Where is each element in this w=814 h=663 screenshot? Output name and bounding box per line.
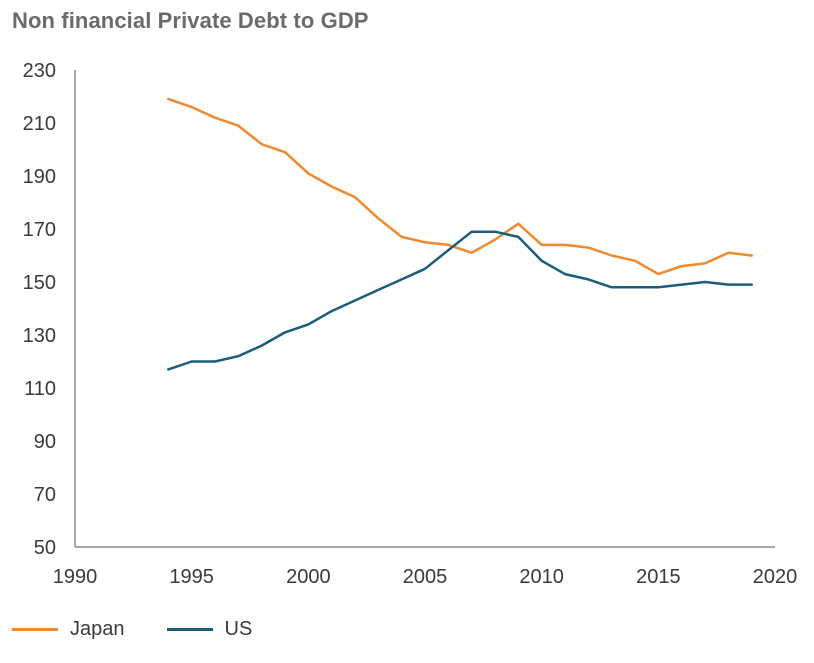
series-line-us <box>167 230 753 371</box>
legend-swatch-japan <box>12 628 58 631</box>
legend-label-us: US <box>224 618 253 640</box>
chart-title: Non financial Private Debt to GDP <box>12 8 369 33</box>
y-tick-label: 190 <box>23 166 56 188</box>
legend-label-japan: Japan <box>70 618 125 640</box>
legend-swatch-us <box>166 628 213 631</box>
y-tick-label: 150 <box>23 272 56 294</box>
series-lines <box>167 97 753 371</box>
line-chart: 50 70 90 110 130 150 170 190 210 230 1990 1995 2000… <box>23 60 798 588</box>
y-tick-label: 110 <box>24 378 56 400</box>
legend-item-us: US <box>166 618 253 641</box>
x-tick-label: 2020 <box>753 566 798 588</box>
y-tick-label: 50 <box>34 537 56 559</box>
y-tick-label: 90 <box>34 431 56 453</box>
x-tick-label: 1995 <box>169 566 214 588</box>
x-tick-labels: 1990 1995 2000 2005 2010 2015 2020 <box>53 566 798 588</box>
y-tick-label: 70 <box>34 484 56 506</box>
y-tick-labels: 50 70 90 110 130 150 170 190 210 230 <box>23 60 56 559</box>
chart-axes <box>74 70 775 548</box>
x-tick-label: 2005 <box>403 566 448 588</box>
legend: Japan US <box>12 618 294 641</box>
legend-item-japan: Japan <box>12 618 125 641</box>
x-tick-label: 2000 <box>286 566 331 588</box>
y-tick-label: 170 <box>23 219 56 241</box>
y-tick-label: 210 <box>23 113 56 135</box>
x-tick-label: 1990 <box>53 566 98 588</box>
x-tick-label: 2015 <box>636 566 681 588</box>
x-tick-label: 2010 <box>519 566 564 588</box>
y-tick-label: 130 <box>23 325 56 347</box>
series-line-japan <box>167 97 753 276</box>
y-tick-label: 230 <box>23 60 56 82</box>
